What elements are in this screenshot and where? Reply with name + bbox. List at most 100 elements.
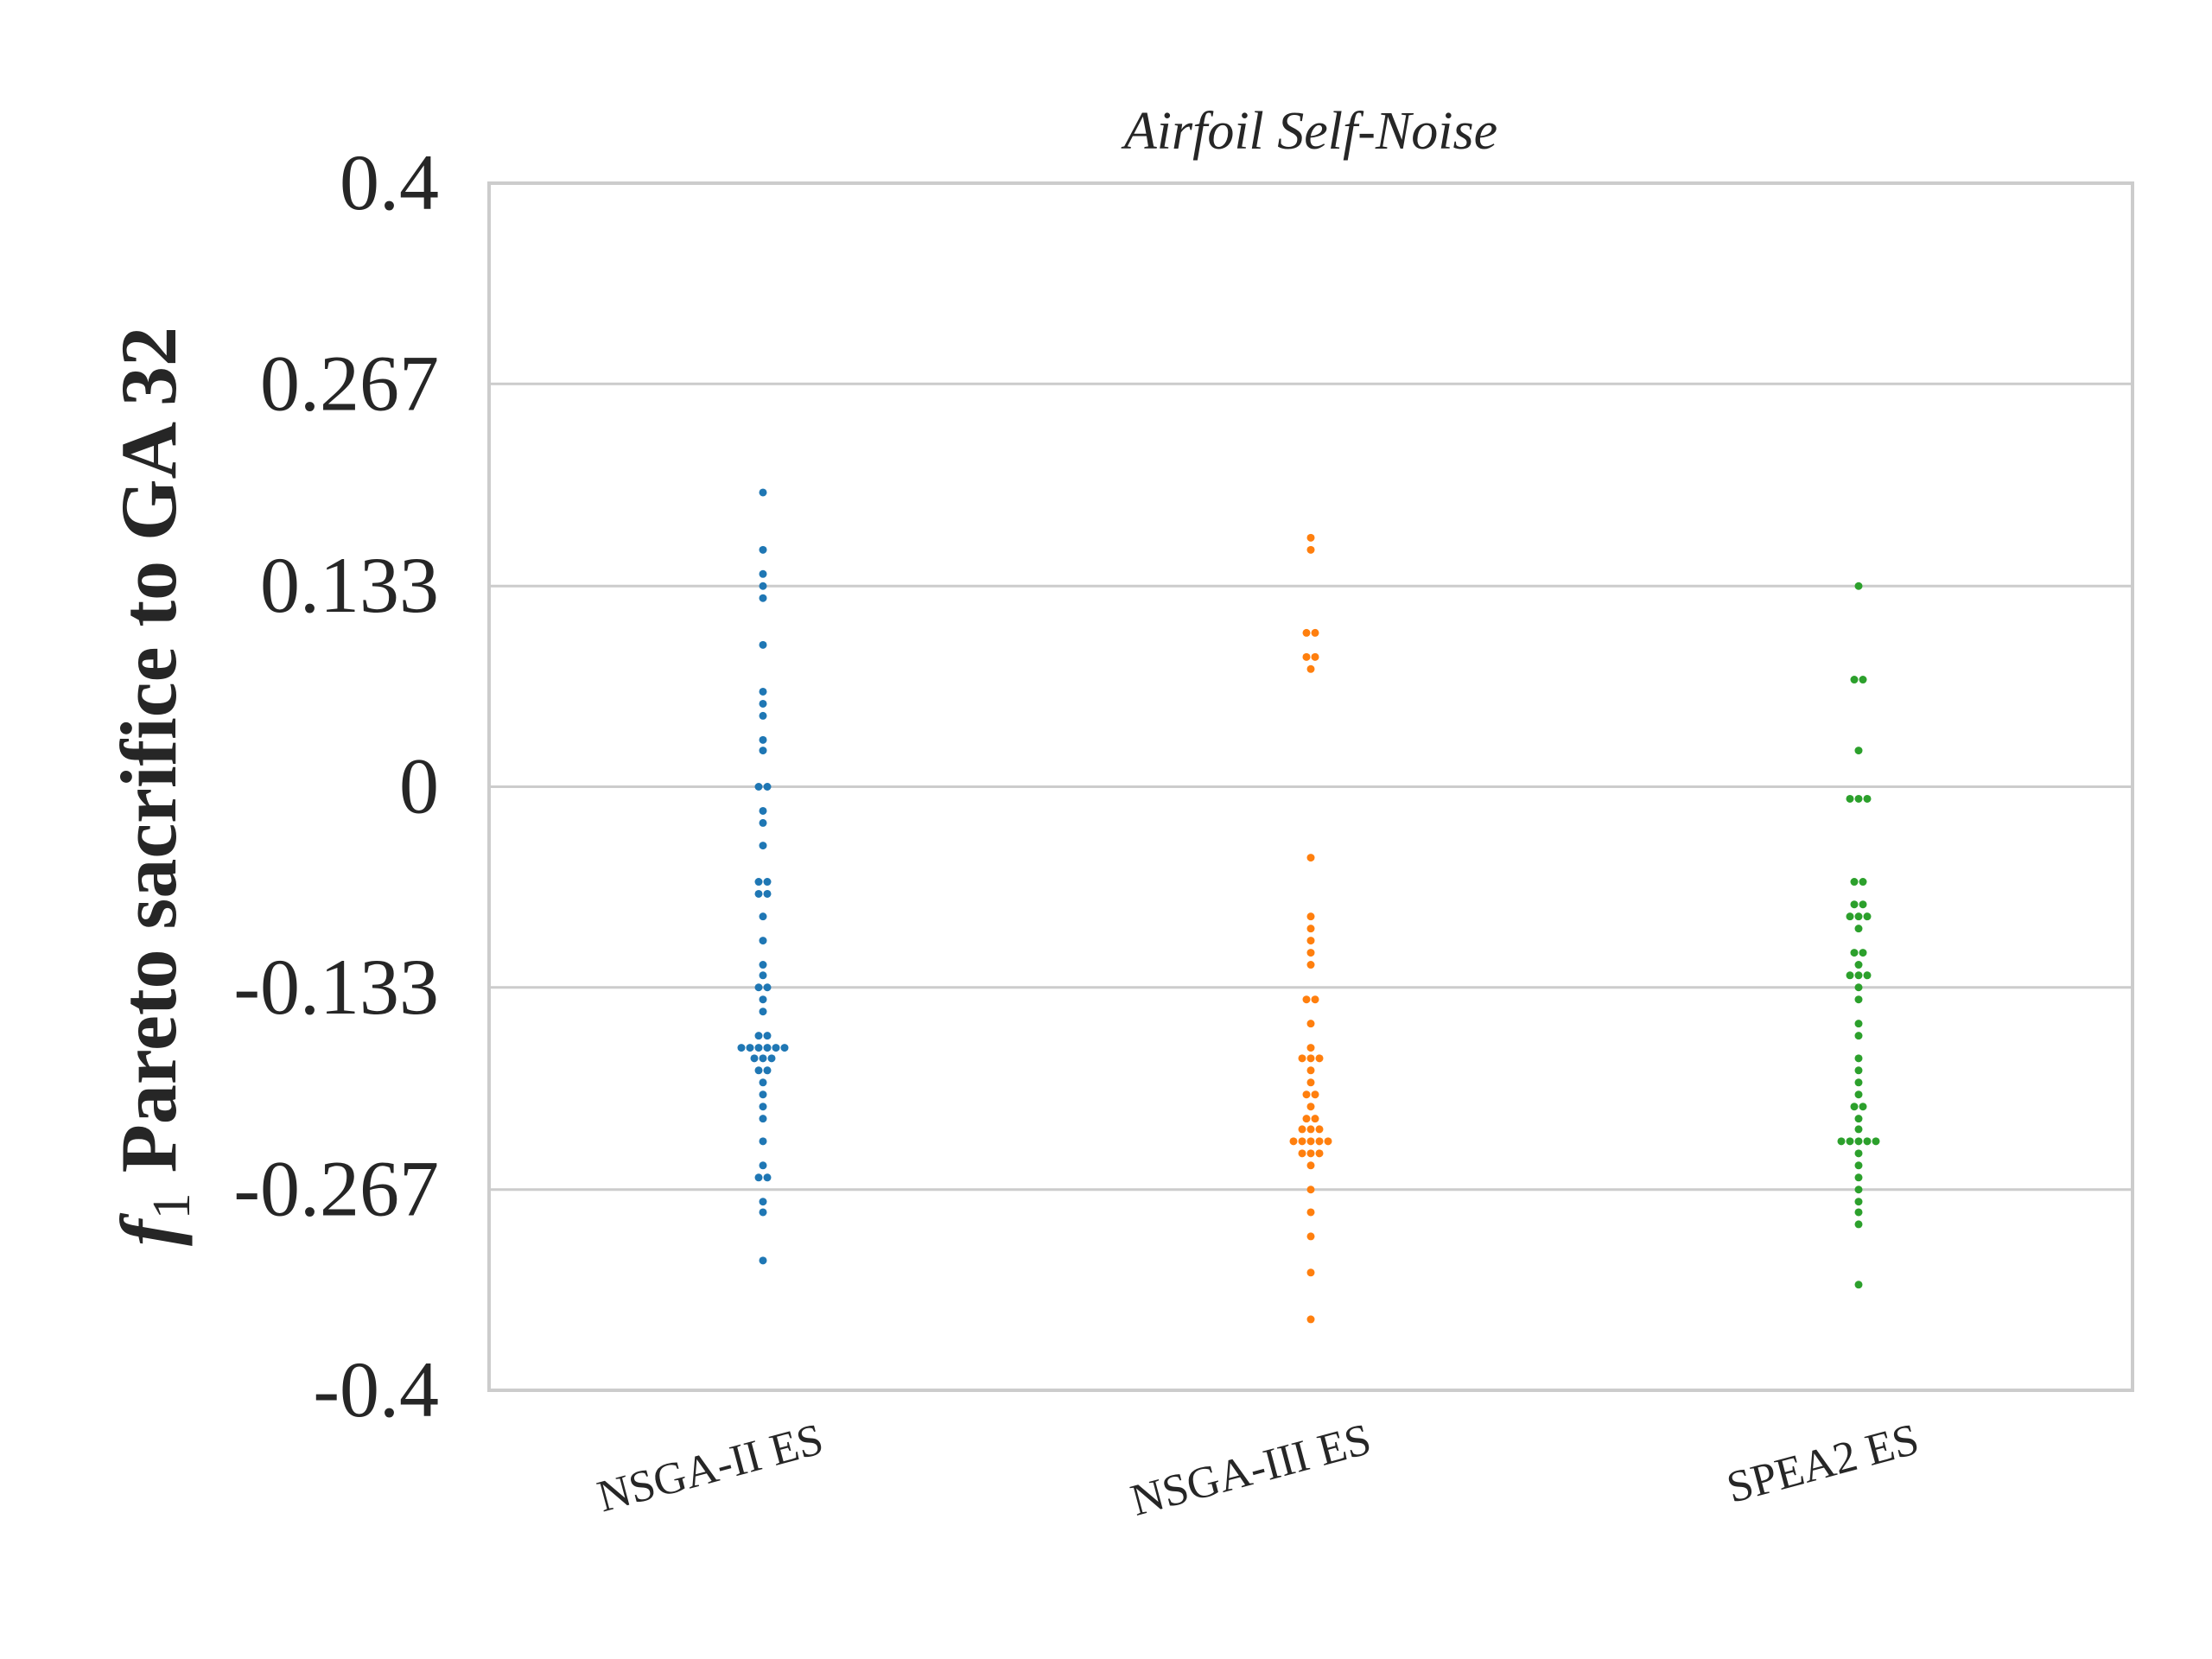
data-point — [1854, 1125, 1863, 1134]
data-point — [1306, 1044, 1315, 1052]
data-point — [1306, 961, 1315, 969]
data-point — [759, 1137, 767, 1146]
data-point — [1854, 1020, 1863, 1028]
data-point — [1298, 1054, 1306, 1063]
data-point — [1306, 854, 1315, 862]
data-point — [1863, 912, 1872, 921]
data-point — [1306, 1066, 1315, 1075]
data-point — [1289, 1137, 1298, 1146]
data-point — [1863, 794, 1872, 803]
data-point — [1302, 1115, 1311, 1123]
data-point — [1306, 664, 1315, 673]
data-point — [763, 983, 772, 992]
data-point — [1298, 1137, 1306, 1146]
y-axis-label-subscript: 1 — [143, 1192, 201, 1219]
data-point — [1298, 1125, 1306, 1134]
data-point — [1306, 1078, 1315, 1087]
data-point — [1306, 1208, 1315, 1217]
data-point — [754, 1044, 763, 1052]
data-point — [759, 711, 767, 720]
data-point — [754, 1066, 763, 1075]
data-point — [754, 1173, 763, 1182]
data-point — [759, 818, 767, 827]
data-point — [759, 842, 767, 850]
data-point — [1306, 937, 1315, 945]
data-point — [1854, 995, 1863, 1004]
data-point — [1306, 1125, 1315, 1134]
plot-frame — [487, 181, 2134, 1392]
data-point — [759, 545, 767, 554]
data-point — [737, 1044, 746, 1052]
data-point — [1854, 925, 1863, 933]
data-point — [759, 699, 767, 708]
data-point — [1306, 1268, 1315, 1277]
y-tick-label: -0.267 — [233, 1145, 439, 1233]
data-point — [1311, 1090, 1319, 1099]
chart-title: Airfoil Self-Noise — [1121, 102, 1497, 161]
data-point — [1850, 1103, 1859, 1111]
data-point — [1306, 533, 1315, 542]
data-point — [1306, 1137, 1315, 1146]
data-point — [759, 594, 767, 602]
data-point — [1306, 545, 1315, 554]
data-point — [1311, 652, 1319, 661]
data-point — [780, 1044, 789, 1052]
data-point — [1863, 971, 1872, 980]
data-point — [1311, 628, 1319, 637]
data-point — [759, 971, 767, 980]
data-point — [750, 1054, 759, 1063]
data-point — [1306, 925, 1315, 933]
x-tick-label: NSGA-II ES — [593, 1414, 829, 1522]
y-tick-label: -0.133 — [233, 943, 439, 1031]
data-point — [1846, 794, 1854, 803]
data-point — [1298, 1149, 1306, 1158]
data-point — [1854, 1173, 1863, 1182]
data-point — [1854, 1208, 1863, 1217]
data-point — [754, 878, 763, 887]
data-point — [1306, 949, 1315, 957]
data-point — [1302, 652, 1311, 661]
data-point — [1302, 995, 1311, 1004]
data-point — [1302, 1090, 1311, 1099]
y-tick-label: -0.4 — [313, 1345, 439, 1433]
data-point — [763, 1066, 772, 1075]
data-point — [759, 1198, 767, 1206]
data-point — [1854, 912, 1863, 921]
data-point — [1854, 1161, 1863, 1170]
data-point — [763, 1044, 772, 1052]
data-point — [759, 995, 767, 1004]
data-point — [1302, 628, 1311, 637]
data-point — [754, 889, 763, 898]
data-point — [754, 983, 763, 992]
data-point — [763, 878, 772, 887]
data-point — [772, 1044, 780, 1052]
data-point — [1846, 971, 1854, 980]
data-point — [1850, 900, 1859, 909]
data-point — [1854, 983, 1863, 992]
data-point — [1306, 1149, 1315, 1158]
data-point — [1854, 1198, 1863, 1206]
data-point — [1311, 1115, 1319, 1123]
data-point — [759, 747, 767, 755]
data-point — [746, 1044, 754, 1052]
data-point — [1859, 949, 1867, 957]
data-point — [1854, 582, 1863, 590]
data-point — [759, 640, 767, 649]
data-point — [754, 783, 763, 791]
data-point — [1859, 878, 1867, 887]
data-point — [759, 582, 767, 590]
data-point — [759, 1054, 767, 1063]
data-point — [1854, 1185, 1863, 1194]
y-axis-label: f1 Pareto sacrifice to GA 32 — [105, 327, 201, 1246]
data-point — [1854, 1220, 1863, 1229]
data-point — [1854, 747, 1863, 755]
data-point — [1311, 995, 1319, 1004]
data-point — [1306, 1185, 1315, 1194]
data-point — [1854, 1137, 1863, 1146]
data-point — [1859, 676, 1867, 684]
data-point — [1846, 1137, 1854, 1146]
data-point — [1854, 1090, 1863, 1099]
data-point — [1306, 1315, 1315, 1324]
data-point — [759, 687, 767, 696]
